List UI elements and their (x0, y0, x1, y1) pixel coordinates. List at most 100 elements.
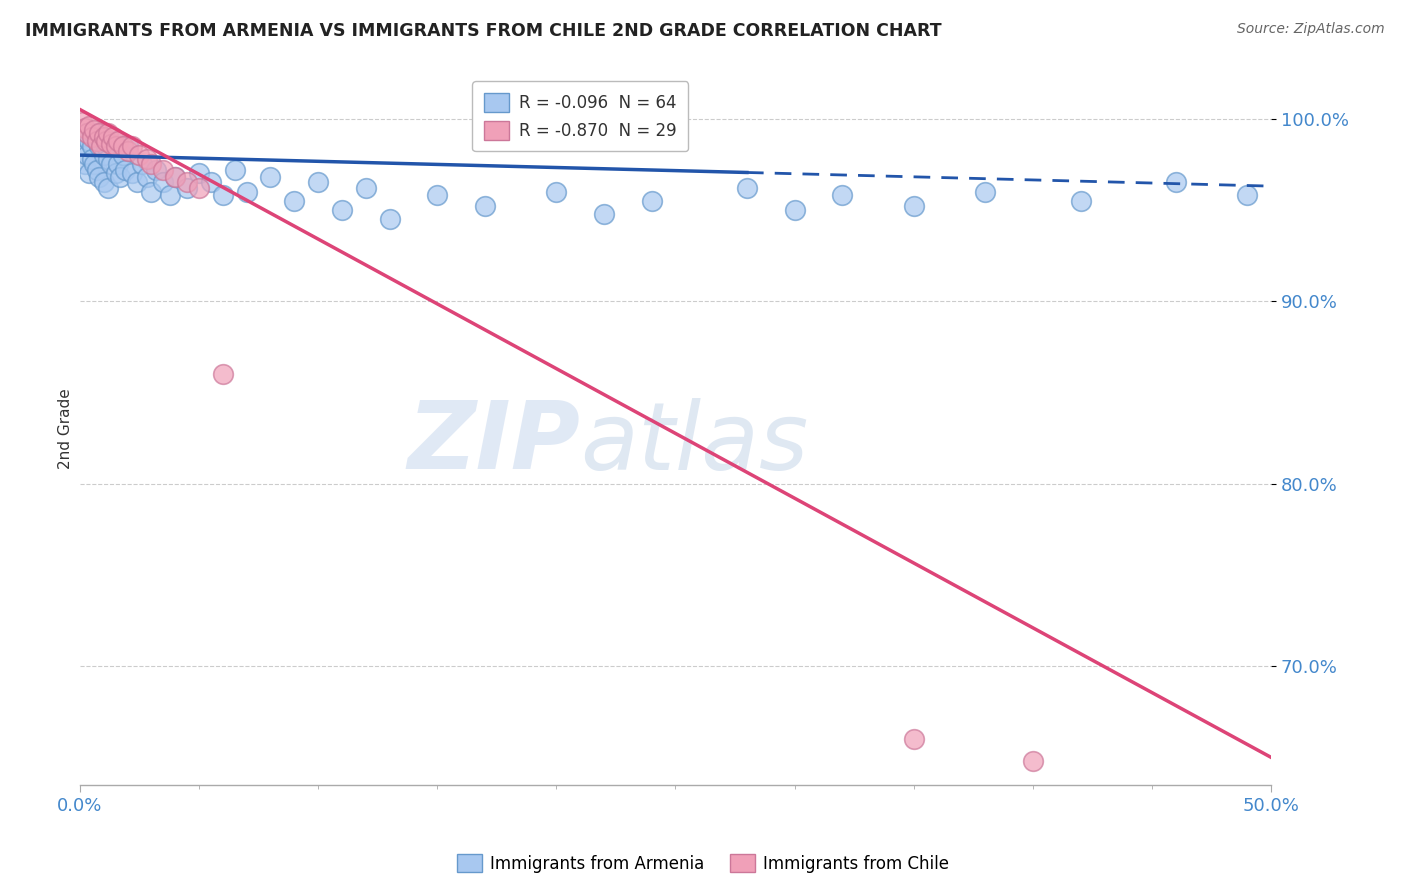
Point (94, 134, 117, 148)
Point (111, 139, 134, 153)
Point (100, 137, 122, 152)
Point (546, 185, 568, 199)
Point (111, 148, 134, 162)
Point (83, 122, 105, 136)
Point (76, 126, 98, 140)
Point (259, 169, 281, 184)
Point (200, 176, 222, 190)
Point (593, 206, 616, 220)
Point (97, 126, 120, 140)
Point (73, 129, 96, 144)
Text: Source: ZipAtlas.com: Source: ZipAtlas.com (1237, 22, 1385, 37)
Point (903, 199, 925, 213)
Point (176, 181, 198, 195)
Point (107, 134, 129, 148)
Point (141, 185, 163, 199)
Point (93, 176, 115, 190)
Legend: R = -0.096  N = 64, R = -0.870  N = 29: R = -0.096 N = 64, R = -0.870 N = 29 (472, 81, 688, 152)
Point (97, 181, 120, 195)
Point (103, 129, 125, 144)
Point (104, 166, 127, 180)
Point (125, 176, 148, 190)
Point (1236, 188, 1258, 202)
Legend: Immigrants from Armenia, Immigrants from Chile: Immigrants from Armenia, Immigrants from… (450, 847, 956, 880)
Point (1022, 754, 1045, 768)
Point (135, 152, 157, 166)
Point (159, 188, 181, 202)
Point (86, 134, 108, 148)
Point (165, 169, 187, 184)
Point (121, 166, 143, 180)
Point (735, 181, 758, 195)
Y-axis label: 2nd Grade: 2nd Grade (58, 389, 73, 469)
Point (76, 126, 98, 140)
Point (128, 148, 150, 162)
Point (1164, 176, 1187, 190)
Point (211, 188, 233, 202)
Point (100, 157, 122, 171)
Point (165, 169, 187, 184)
Point (86, 162, 108, 177)
Point (974, 185, 997, 199)
Point (121, 139, 143, 153)
Point (97, 152, 120, 166)
Point (378, 211, 401, 226)
Point (330, 202, 353, 217)
Point (94, 139, 117, 153)
Point (87, 169, 110, 184)
Point (76, 148, 98, 162)
Point (107, 157, 129, 171)
Point (80, 129, 103, 144)
Point (235, 185, 257, 199)
Point (90, 139, 112, 153)
Point (80, 152, 103, 166)
Point (79, 166, 101, 180)
Point (426, 188, 449, 202)
Point (73, 120, 96, 135)
Point (79, 134, 101, 148)
Point (152, 176, 174, 190)
Point (93, 129, 115, 144)
Point (104, 139, 127, 153)
Point (110, 169, 132, 184)
Point (224, 162, 246, 177)
Point (114, 162, 136, 177)
Point (474, 199, 496, 213)
Point (131, 157, 153, 171)
Point (1069, 194, 1091, 208)
Point (86, 134, 108, 148)
Point (640, 194, 662, 208)
Point (70, 115, 93, 129)
Point (83, 157, 105, 171)
Point (104, 134, 127, 148)
Point (354, 181, 377, 195)
Point (87, 139, 110, 153)
Point (188, 181, 211, 195)
Point (80, 139, 103, 153)
Point (103, 139, 125, 153)
Point (188, 166, 211, 180)
Text: atlas: atlas (581, 398, 808, 489)
Point (135, 169, 157, 184)
Point (783, 202, 806, 217)
Point (176, 176, 198, 190)
Point (83, 126, 105, 140)
Point (73, 157, 96, 171)
Point (307, 176, 329, 190)
Point (283, 194, 305, 208)
Point (152, 162, 174, 177)
Text: ZIP: ZIP (408, 397, 581, 489)
Text: IMMIGRANTS FROM ARMENIA VS IMMIGRANTS FROM CHILE 2ND GRADE CORRELATION CHART: IMMIGRANTS FROM ARMENIA VS IMMIGRANTS FR… (25, 22, 942, 40)
Point (93, 148, 115, 162)
Point (117, 139, 139, 153)
Point (831, 188, 853, 202)
Point (903, 732, 925, 747)
Point (117, 145, 139, 159)
Point (211, 367, 233, 381)
Point (70, 139, 93, 153)
Point (141, 157, 163, 171)
Point (90, 129, 112, 144)
Point (145, 162, 167, 177)
Point (87, 126, 110, 140)
Point (79, 119, 101, 133)
